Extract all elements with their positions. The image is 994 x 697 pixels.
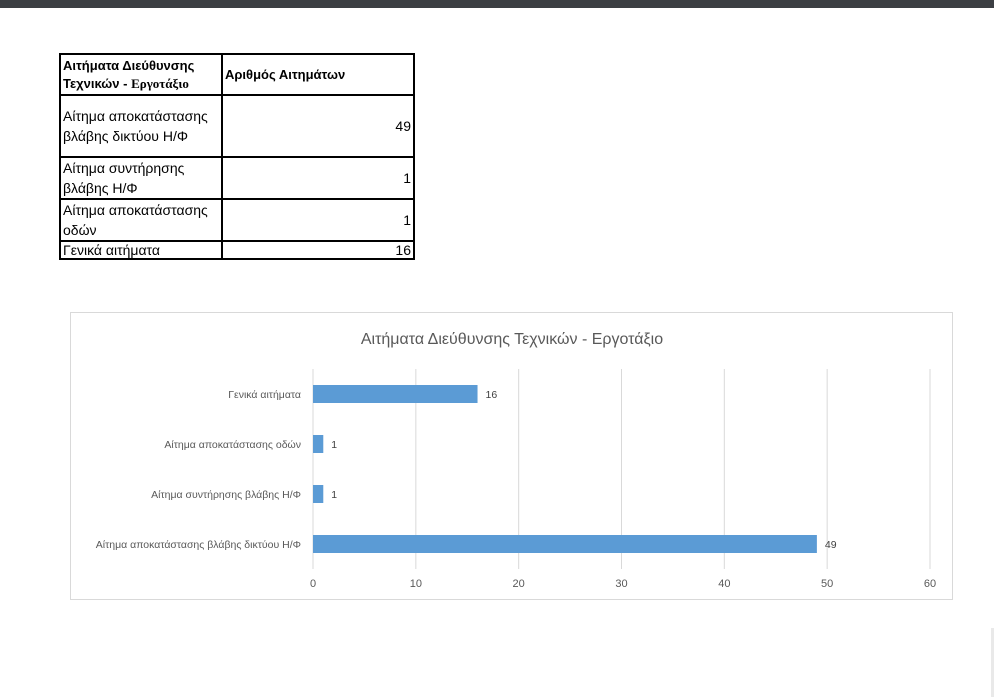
row-value: 16: [221, 240, 415, 260]
header-category-line1: Αιτήματα Διεύθυνσης: [63, 57, 195, 73]
row-label: Αίτημα αποκατάστασης οδών: [59, 198, 223, 242]
data-label: 1: [331, 439, 337, 451]
header-category-line2b: Εργοτάξιο: [131, 75, 189, 91]
data-label: 49: [825, 539, 837, 551]
row-label-line1: Αίτημα συντήρησης: [63, 160, 185, 176]
header-category: Αιτήματα Διεύθυνσης Τεχνικών - Εργοτάξιο: [59, 53, 223, 96]
x-tick-label: 40: [718, 578, 730, 590]
row-label: Αίτημα συντήρησης βλάβης Η/Φ: [59, 156, 223, 200]
header-count: Αριθμός Αιτημάτων: [221, 53, 415, 96]
x-tick-label: 30: [615, 578, 627, 590]
category-label: Αίτημα αποκατάστασης βλάβης δικτύου Η/Φ: [96, 539, 301, 551]
bar: [313, 385, 478, 403]
chart-title: Αιτήματα Διεύθυνσης Τεχνικών - Εργοτάξιο: [361, 331, 663, 348]
requests-table: Αιτήματα Διεύθυνσης Τεχνικών - Εργοτάξιο…: [59, 53, 415, 260]
header-category-line2a: Τεχνικών -: [63, 75, 132, 91]
x-tick-label: 20: [513, 578, 525, 590]
data-label: 1: [331, 489, 337, 501]
x-tick-label: 0: [310, 578, 316, 590]
window-top-bar: [0, 0, 994, 8]
row-label-line2: βλάβης Η/Φ: [63, 180, 138, 196]
row-value: 1: [221, 198, 415, 242]
table-header-row: Αιτήματα Διεύθυνσης Τεχνικών - Εργοτάξιο…: [59, 53, 415, 96]
bar: [313, 485, 324, 503]
row-label-line2: βλάβης δικτύου Η/Φ: [63, 128, 189, 144]
x-tick-label: 10: [410, 578, 422, 590]
row-label: Γενικά αιτήματα: [59, 240, 223, 260]
row-label-line1: Αίτημα αποκατάστασης: [63, 108, 208, 124]
category-label: Γενικά αιτήματα: [228, 389, 301, 401]
category-label: Αίτημα συντήρησης βλάβης Η/Φ: [151, 489, 301, 501]
x-tick-label: 50: [821, 578, 833, 590]
row-value: 49: [221, 94, 415, 158]
bar: [313, 435, 324, 453]
category-label: Αίτημα αποκατάστασης οδών: [164, 439, 301, 451]
bar: [313, 535, 817, 553]
row-label: Αίτημα αποκατάστασης βλάβης δικτύου Η/Φ: [59, 94, 223, 158]
table-row: Αίτημα αποκατάστασης βλάβης δικτύου Η/Φ …: [59, 94, 415, 158]
row-label-line1: Αίτημα αποκατάστασης: [63, 202, 208, 218]
bar-chart-svg: Αιτήματα Διεύθυνσης Τεχνικών - Εργοτάξιο…: [96, 331, 936, 590]
table-row: Αίτημα συντήρησης βλάβης Η/Φ 1: [59, 156, 415, 200]
bar-chart: Αιτήματα Διεύθυνσης Τεχνικών - Εργοτάξιο…: [70, 312, 953, 600]
row-label-line2: οδών: [63, 222, 97, 238]
row-value: 1: [221, 156, 415, 200]
next-page-edge: [991, 628, 994, 697]
x-tick-label: 60: [924, 578, 936, 590]
table-row: Αίτημα αποκατάστασης οδών 1: [59, 198, 415, 242]
data-label: 16: [486, 389, 498, 401]
table-row: Γενικά αιτήματα 16: [59, 240, 415, 260]
